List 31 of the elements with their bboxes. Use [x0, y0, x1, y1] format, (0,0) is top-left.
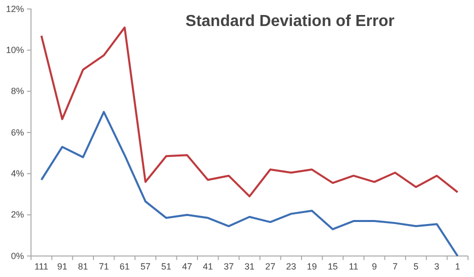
line-series [40, 26, 459, 198]
x-tick-label: 31 [244, 261, 255, 272]
x-tick-label: 27 [265, 261, 276, 272]
x-tick-label: 11 [348, 261, 358, 272]
x-tick-label: 19 [306, 261, 317, 272]
x-tick-label: 91 [57, 261, 68, 272]
x-tick-label: 5 [413, 261, 418, 272]
chart-title: Standard Deviation of Error [186, 13, 394, 30]
y-tick-label: 6% [10, 127, 24, 138]
y-tick-label: 12% [6, 4, 24, 14]
y-tick-label: 10% [6, 45, 24, 56]
x-tick-label: 81 [78, 261, 88, 272]
x-tick-label: 3 [434, 261, 440, 272]
x-tick-label: 1 [455, 261, 460, 272]
x-tick-label: 15 [328, 261, 338, 272]
x-tick-label: 41 [202, 261, 213, 272]
y-tick-label: 0% [10, 250, 24, 261]
x-tick-label: 111 [34, 261, 48, 272]
y-tick-label: 4% [10, 168, 24, 179]
x-tick-label: 61 [120, 261, 130, 272]
x-tick-label: 23 [286, 261, 296, 272]
x-tick-label: 7 [392, 261, 398, 272]
y-tick-label: 2% [10, 210, 24, 220]
x-tick-label: 47 [182, 261, 192, 272]
x-tick-label: 71 [98, 261, 109, 272]
y-tick-label: 8% [10, 86, 24, 96]
x-tick-label: 9 [372, 261, 377, 272]
line-series [40, 110, 459, 257]
x-tick-label: 51 [161, 261, 172, 272]
x-tick-label: 37 [224, 261, 234, 272]
x-tick-label: 57 [140, 261, 150, 272]
